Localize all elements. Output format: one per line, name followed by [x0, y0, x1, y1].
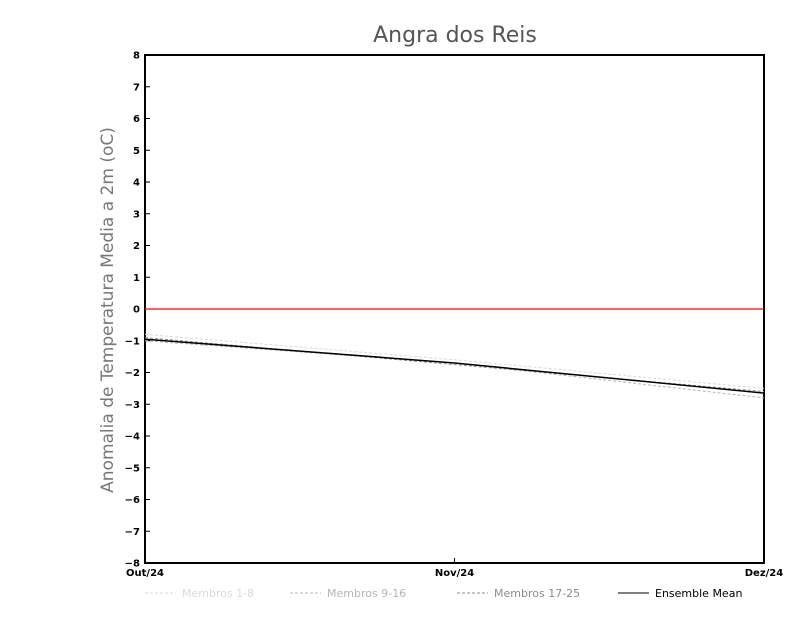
series-line-membros-1-8: [144, 333, 765, 389]
x-tick-label: Nov/24: [435, 568, 474, 579]
legend-label: Membros 17-25: [494, 587, 580, 600]
legend-label: Ensemble Mean: [655, 587, 742, 600]
y-tick-label: 4: [133, 178, 140, 189]
y-tick-label: 6: [133, 114, 140, 125]
y-tick-label: 1: [133, 273, 140, 284]
series-layer: [144, 308, 765, 399]
legend-label: Membros 9-16: [327, 587, 406, 600]
series-line-membros-9-16: [144, 340, 765, 399]
x-tick-label: Out/24: [126, 568, 164, 579]
y-tick-label: −7: [125, 527, 140, 538]
y-tick-label: 2: [133, 241, 140, 252]
y-tick-label: −8: [125, 559, 140, 570]
y-tick-label: −4: [125, 432, 140, 443]
y-axis-ticks: 8 7 6 5 4 3 2 1 0 −1 −2 −3 −4 −5 −6 −7 −8: [125, 51, 150, 570]
y-tick-label: 5: [133, 146, 140, 157]
y-tick-label: −6: [125, 495, 140, 506]
legend-label: Membros 1-8: [182, 587, 254, 600]
x-tick-label: Dez/24: [745, 568, 784, 579]
y-tick-label: 3: [133, 209, 140, 220]
y-tick-label: 0: [133, 305, 140, 316]
y-tick-label: −1: [125, 336, 140, 347]
y-tick-label: 8: [133, 51, 140, 62]
chart-title: Angra dos Reis: [373, 23, 537, 48]
y-axis-label: Anomalia de Temperatura Media a 2m (oC): [98, 127, 118, 493]
series-line-ensemble-mean: [144, 338, 765, 394]
x-axis-ticks: Out/24 Nov/24 Dez/24: [126, 558, 783, 579]
y-tick-label: 7: [133, 82, 140, 93]
y-tick-label: −2: [125, 368, 140, 379]
y-tick-label: −3: [125, 400, 140, 411]
y-tick-label: −5: [125, 463, 140, 474]
legend: Membros 1-8 Membros 9-16 Membros 17-25 Ense…: [145, 587, 742, 600]
